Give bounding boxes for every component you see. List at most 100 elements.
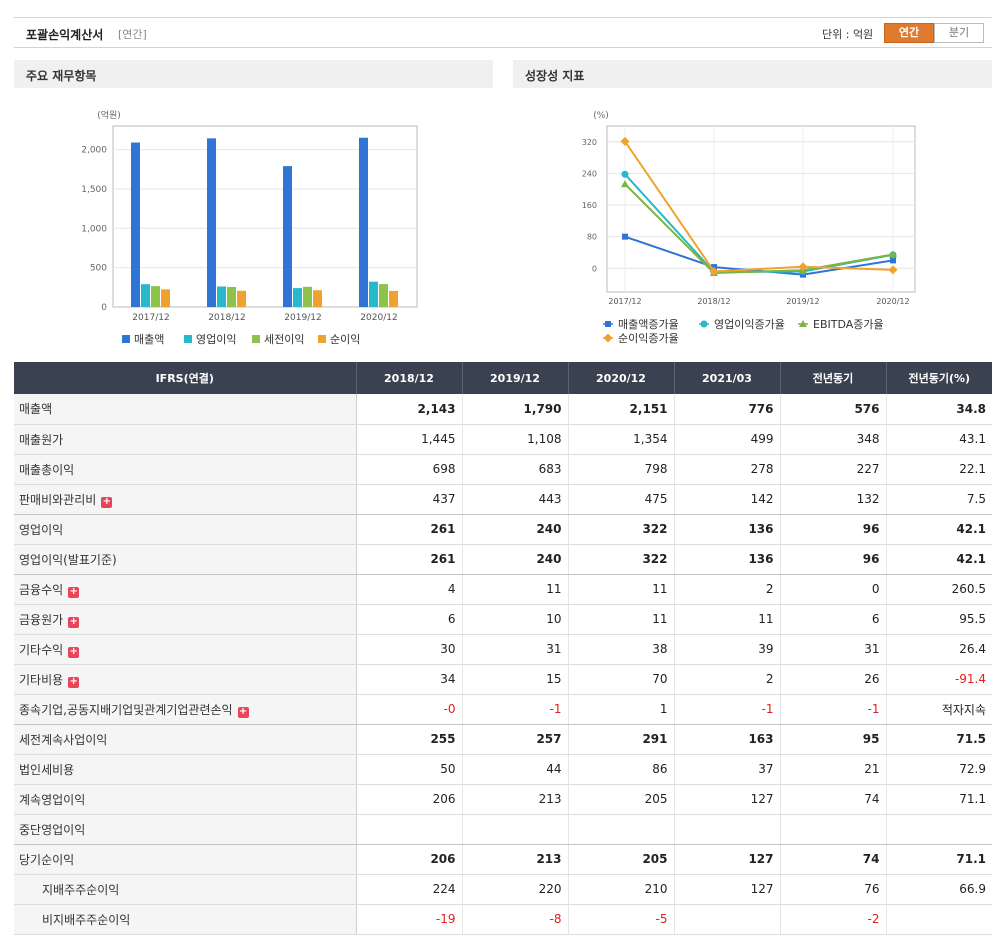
cell-value: 11 (568, 604, 675, 635)
cell-value: 70 (568, 664, 675, 695)
cell-value: 776 (674, 394, 781, 425)
cell-value: 142 (674, 484, 781, 515)
header-ifrs: IFRS(연결) (14, 362, 357, 394)
cell-value: -2 (780, 904, 887, 935)
table-row: 계속영업이익 206 213 205 127 74 71.1 (14, 784, 992, 815)
bar-y-tick-label: 500 (90, 264, 107, 274)
cell-value: 66.9 (886, 874, 992, 905)
cell-value (780, 814, 887, 845)
cell-value: -0 (356, 694, 463, 725)
cell-value: 4 (356, 574, 463, 605)
cell-value (886, 904, 992, 935)
cell-value: 22.1 (886, 454, 992, 485)
cell-value: 71.1 (886, 844, 992, 875)
table-row: 세전계속사업이익 255 257 291 163 95 71.5 (14, 724, 992, 755)
cell-value: 127 (674, 784, 781, 815)
cell-value: 37 (674, 754, 781, 785)
table-row: 당기순이익 206 213 205 127 74 71.1 (14, 844, 992, 875)
cell-value: 26.4 (886, 634, 992, 665)
table-header-row: IFRS(연결) 2018/12 2019/12 2020/12 2021/03 전년동기… (14, 362, 992, 394)
cell-value: 31 (780, 634, 887, 665)
line-legend-marker (603, 333, 613, 343)
bar-2-2018-12 (217, 286, 226, 307)
cell-value: 적자지속 (886, 694, 992, 725)
row-label: 비지배주주순이익 (14, 904, 357, 935)
bar-4-2019-12 (313, 290, 322, 307)
cell-value: 240 (462, 514, 569, 545)
row-label: 매출원가 (14, 424, 357, 455)
bar-x-tick-label: 2019/12 (284, 313, 321, 323)
header-period: 전년동기(%) (886, 362, 992, 394)
bar-y-tick-label: 1,000 (81, 224, 107, 234)
cell-value: -91.4 (886, 664, 992, 695)
line-plot-area (606, 125, 916, 293)
table-row: 금융수익 +4 11 11 2 0 260.5 (14, 574, 992, 605)
table-row: 금융원가 +6 10 11 11 6 95.5 (14, 604, 992, 635)
bar-1-2019-12 (283, 166, 292, 307)
bar-1-2018-12 (207, 138, 216, 307)
cell-value: 443 (462, 484, 569, 515)
table-row: 영업이익 261 240 322 136 96 42.1 (14, 514, 992, 545)
line-legend-marker (605, 321, 611, 327)
row-label: 매출액 (14, 394, 357, 425)
row-label-text: 당기순이익 (19, 852, 75, 867)
cell-value: 205 (568, 784, 675, 815)
cell-value: 210 (568, 874, 675, 905)
line-x-tick-label: 2017/12 (608, 297, 641, 306)
cell-value: -1 (780, 694, 887, 725)
line-x-tick-label: 2020/12 (876, 297, 909, 306)
cell-value: -8 (462, 904, 569, 935)
cell-value: 437 (356, 484, 463, 515)
line-point-4-2018-12 (709, 266, 719, 276)
period-label: [연간] (118, 28, 147, 41)
cell-value: 44 (462, 754, 569, 785)
row-label-text: 매출원가 (19, 432, 64, 447)
cell-value: 11 (674, 604, 781, 635)
line-y-tick-label: 160 (582, 201, 597, 210)
line-y-tick-label: 240 (582, 169, 597, 178)
table-row: 기타비용 +34 15 70 2 26 -91.4 (14, 664, 992, 695)
table-row: 매출원가 1,445 1,108 1,354 499 348 43.1 (14, 424, 992, 455)
expand-icon[interactable]: + (68, 675, 80, 688)
cell-value: 136 (674, 514, 781, 545)
row-label-text: 기타비용 (19, 672, 64, 687)
expand-icon[interactable]: + (237, 705, 249, 718)
expand-icon[interactable]: + (68, 645, 80, 658)
line-point-4-2019-12 (798, 262, 808, 272)
cell-value: 39 (674, 634, 781, 665)
expand-icon[interactable]: + (68, 585, 80, 598)
row-label-text: 중단영업이익 (19, 822, 86, 837)
line-x-tick-label: 2018/12 (697, 297, 730, 306)
table-row: 지배주주순이익 224 220 210 127 76 66.9 (14, 874, 992, 905)
header-period: 2021/03 (674, 362, 781, 394)
expand-icon[interactable]: + (101, 495, 113, 508)
cell-value: 227 (780, 454, 887, 485)
row-label: 계속영업이익 (14, 784, 357, 815)
row-label: 금융원가 + (14, 604, 357, 635)
cell-value: 224 (356, 874, 463, 905)
table-row: 판매비와관리비 +437 443 475 142 132 7.5 (14, 484, 992, 515)
table-row: 비지배주주순이익 -19 -8 -5 -2 (14, 904, 992, 935)
line-legend-marker (799, 320, 807, 327)
cell-value (356, 814, 463, 845)
unit-label: 단위 : 억원 (822, 28, 874, 41)
row-label-text: 금융원가 (19, 612, 64, 627)
line-legend-label: 영업이익증가율 (714, 318, 785, 331)
expand-icon[interactable]: + (68, 615, 80, 628)
header-period: 2020/12 (568, 362, 675, 394)
cell-value: 34 (356, 664, 463, 695)
cell-value: 38 (568, 634, 675, 665)
quarter-toggle-button[interactable]: 분기 (934, 23, 984, 43)
row-label: 매출총이익 (14, 454, 357, 485)
statement-title: 포괄손익계산서 (26, 28, 104, 42)
cell-value: 206 (356, 844, 463, 875)
cell-value: 50 (356, 754, 463, 785)
cell-value: 213 (462, 844, 569, 875)
cell-value: 96 (780, 514, 887, 545)
table-body: 매출액 2,143 1,790 2,151 776 576 34.8 매출원가 1,445 1,1… (14, 394, 992, 935)
bar-2-2019-12 (293, 288, 302, 307)
bar-legend-label: 매출액 (134, 333, 164, 346)
cell-value: 261 (356, 544, 463, 575)
annual-toggle-button[interactable]: 연간 (884, 23, 934, 43)
bar-1-2017-12 (131, 142, 140, 307)
